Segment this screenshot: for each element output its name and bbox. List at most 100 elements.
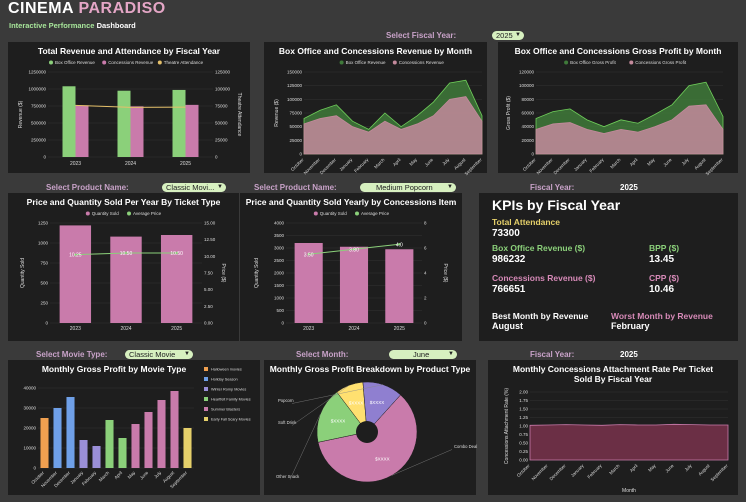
donut-hole	[356, 421, 378, 443]
slice-value-label: $XXXX	[375, 456, 390, 461]
bar-gross-profit	[131, 424, 140, 468]
chart-title: Monthly Concessions Attachment Rate Per …	[512, 364, 714, 384]
chart-title: Price and Quantity Sold Yearly by Conces…	[245, 197, 457, 207]
fiscal-year-value: 2025	[496, 31, 513, 40]
product-name-label-2: Select Product Name:	[254, 183, 337, 192]
y2-axis-label: Price ($)	[220, 264, 226, 283]
y2-tick-label: 125000	[215, 70, 231, 75]
box-office-label: Box Office Revenue ($)	[492, 243, 586, 253]
attach-fiscal-year-label: Fiscal Year:	[530, 350, 575, 359]
y-tick-label: 3000	[274, 246, 285, 251]
price-data-label: 4.0	[396, 242, 403, 248]
y-tick-label: 1.00	[519, 424, 528, 429]
product-value-1: Classic Movi...	[166, 183, 215, 192]
y-axis-label: Revenue ($)	[274, 99, 280, 127]
product-name-dropdown-2[interactable]: Medium Popcorn ▼	[360, 183, 456, 192]
x-tick-label: 2023	[303, 326, 314, 332]
bar-box-office	[172, 89, 186, 157]
price-point	[124, 251, 128, 255]
x-tick-label: September	[464, 157, 483, 176]
product-name-label-1: Select Product Name:	[46, 183, 129, 192]
x-tick-label: July	[684, 463, 694, 473]
box-office-value: 986232	[492, 254, 526, 265]
price-data-label: 10.25	[69, 253, 82, 259]
total-attendance-value: 73300	[492, 228, 520, 239]
legend-swatch	[204, 377, 208, 381]
x-tick-label: May	[127, 470, 137, 480]
x-tick-label: 2024	[125, 161, 136, 167]
x-tick-label: January	[338, 157, 353, 172]
chart-title: Box Office and Concessions Revenue by Mo…	[278, 46, 473, 56]
y-tick-label: 500	[276, 308, 284, 313]
bpp-label: BPP ($)	[649, 243, 680, 253]
chart-monthly-gross-profit: Box Office Gross Profit Concessions Gross…	[506, 60, 724, 176]
x-tick-label: 2025	[180, 161, 191, 167]
bar-box-office	[62, 86, 76, 157]
bar-gross-profit	[118, 438, 127, 468]
slice-value-label: $XXXX	[349, 401, 364, 406]
chart-movie-gross-profit: 010000200003000040000OctoberNovemberDece…	[23, 367, 251, 489]
x-tick-label: February	[588, 157, 605, 174]
x-tick-label: November	[535, 157, 554, 176]
x-tick-label: 2023	[70, 326, 81, 332]
fiscal-year-label: Select Fiscal Year:	[386, 31, 457, 40]
chevron-down-icon: ▼	[515, 32, 521, 38]
y-tick-label: 1250	[38, 221, 49, 226]
x-tick-label: August	[453, 157, 467, 171]
panel-product-breakdown: Monthly Gross Profit Breakdown by Produc…	[264, 360, 477, 495]
y2-tick-label: 12.50	[204, 237, 216, 242]
product-name-dropdown-1[interactable]: Classic Movi... ▼	[162, 183, 226, 192]
chart-ticket-price-quantity: Quantity Sold Average Price 0 250 500 750 1000…	[20, 211, 226, 332]
y-tick-label: 1000000	[28, 87, 46, 92]
x-axis-label: Month	[622, 488, 636, 494]
y-tick-label: 1.25	[519, 415, 528, 420]
subtitle-a: Interactive Performance	[9, 21, 95, 30]
x-tick-label: 2024	[348, 326, 359, 332]
chart-concessions-price-quantity: Quantity Sold Average Price05001000150020…	[254, 211, 448, 332]
y2-axis-label: Price ($)	[442, 264, 448, 283]
price-point	[74, 253, 77, 256]
fiscal-year-dropdown[interactable]: 2025 ▼	[492, 31, 524, 40]
x-tick-label: December	[319, 157, 338, 176]
legend-label: Heartfelt Family Movies	[211, 398, 251, 402]
y-tick-label: 25000	[289, 138, 302, 143]
x-tick-label: October	[290, 157, 305, 172]
x-tick-label: 2025	[171, 326, 182, 332]
legend-label: Halloween movies	[211, 368, 242, 372]
line-attendance	[75, 104, 186, 108]
legend-label: Holiday Season	[211, 378, 238, 382]
bar-concessions	[185, 104, 199, 157]
panel-monthly-gross-profit: Box Office and Concessions Gross Profit …	[498, 42, 738, 176]
x-tick-label: January	[573, 157, 588, 172]
y-tick-label: 75000	[289, 111, 302, 116]
y-tick-label: 120000	[519, 70, 535, 75]
chart-title: Monthly Gross Profit Breakdown by Produc…	[269, 364, 471, 374]
x-tick-label: March	[608, 463, 621, 476]
subtitle-b: Dashboard	[96, 21, 136, 30]
y-tick-label: 1000	[274, 296, 285, 301]
month-dropdown[interactable]: June ▼	[389, 350, 457, 359]
legend-label: Early Fall Scary Movies	[211, 418, 251, 422]
movie-type-dropdown[interactable]: Classic Movie ▼	[125, 350, 193, 359]
slice-value-label: $XXXX	[370, 400, 385, 405]
legend-label: Theatre Attendance	[164, 60, 204, 65]
y2-tick-label: 0	[215, 155, 218, 160]
x-tick-label: March	[98, 470, 111, 483]
panel-monthly-revenue: Box Office and Concessions Revenue by Mo…	[264, 42, 487, 176]
legend-swatch	[204, 397, 208, 401]
best-month-label: Best Month by Revenue	[492, 311, 589, 321]
slice-value-label: $XXXX	[331, 419, 346, 424]
bar-gross-profit	[183, 428, 192, 468]
legend-swatch	[204, 407, 208, 411]
title-cinema: CINEMA	[8, 0, 74, 17]
legend-label: Average Price	[361, 211, 390, 216]
y2-tick-label: 10.00	[204, 254, 216, 259]
x-tick-label: April	[113, 470, 123, 480]
title-paradiso: PARADISO	[78, 0, 166, 17]
bar-quantity	[160, 235, 193, 323]
price-point	[398, 243, 401, 246]
y-tick-label: 0.00	[519, 458, 528, 463]
x-tick-label: December	[548, 463, 567, 482]
x-tick-label: November	[530, 463, 549, 482]
area-secondary	[303, 96, 483, 155]
